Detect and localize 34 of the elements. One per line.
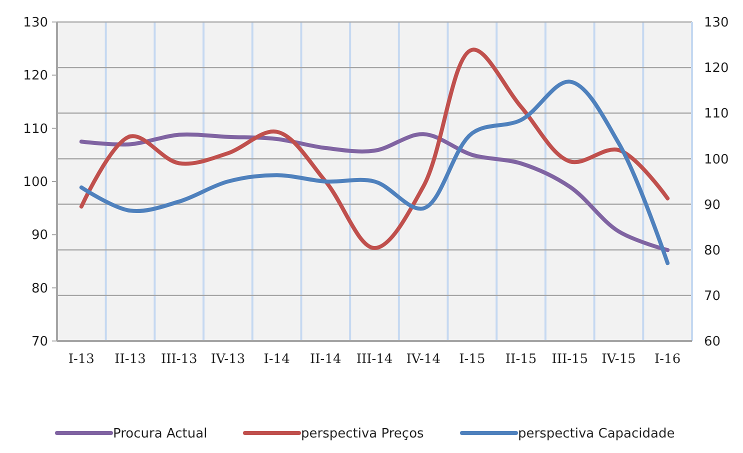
- x-tick-label: II-13: [114, 352, 146, 367]
- y-tick-label: 110: [23, 122, 48, 137]
- x-tick-label: III-13: [160, 352, 198, 367]
- line-series: [79, 80, 670, 266]
- line-series: [79, 132, 670, 252]
- y-tick-label: 70: [31, 334, 48, 350]
- y2-tick-label: 80: [704, 243, 721, 258]
- y2-tick-label: 120: [704, 61, 729, 76]
- legend-label: perspectiva Capacidade: [518, 426, 675, 442]
- legend-label: Procura Actual: [113, 426, 208, 442]
- x-tick-label: I-16: [654, 352, 681, 367]
- y-tick-label: 100: [23, 175, 48, 190]
- y-tick-label: 80: [31, 281, 48, 296]
- x-tick-label: I-13: [68, 352, 94, 367]
- line-series: [79, 48, 670, 250]
- y-tick-label: 130: [23, 16, 48, 31]
- y-tick-label: 90: [31, 228, 48, 244]
- x-tick-label: III-15: [552, 352, 588, 367]
- legend-label: perspectiva Preços: [301, 426, 424, 442]
- x-tick-label: II-14: [310, 352, 342, 367]
- y-tick-label: 120: [23, 68, 48, 84]
- x-tick-label: IV-15: [602, 352, 636, 367]
- y2-tick-label: 60: [704, 334, 721, 350]
- x-tick-label: IV-13: [210, 352, 246, 367]
- y2-tick-label: 110: [704, 106, 729, 122]
- y2-tick-label: 130: [704, 16, 729, 31]
- y2-tick-label: 100: [704, 152, 729, 168]
- y2-tick-label: 70: [704, 288, 721, 304]
- x-tick-label: II-15: [505, 352, 537, 367]
- x-tick-label: III-14: [356, 352, 393, 367]
- y2-tick-label: 90: [704, 198, 721, 213]
- x-tick-label: IV-14: [406, 352, 440, 367]
- x-tick-label: I-14: [264, 352, 290, 367]
- x-tick-label: I-15: [459, 352, 486, 367]
